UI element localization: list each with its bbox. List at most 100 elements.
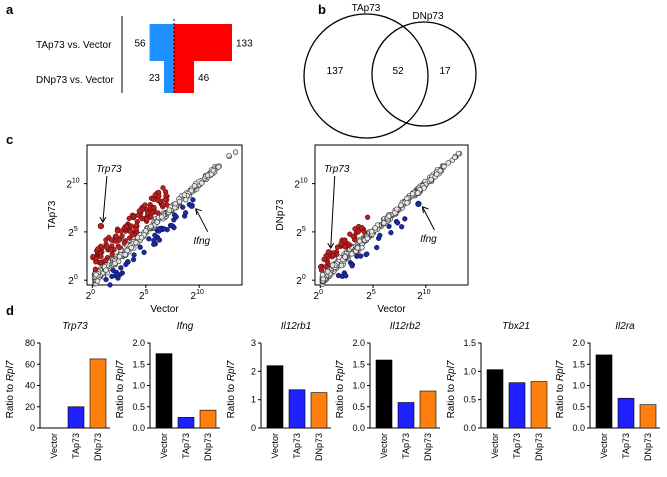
data-point-red [119,233,125,239]
data-point-blue [402,216,408,222]
y-tick-label: 2.0 [352,338,365,348]
venn-value-tap73-only: 137 [327,66,344,77]
data-point-blue [386,223,392,230]
y-axis-label: Ratio to Rpl7 [226,360,237,418]
x-tick-label: DNp73 [93,433,103,461]
y-tick-label: 1.0 [352,381,365,391]
trp73-point [97,223,104,230]
venn-label-tap73: TAp73 [352,3,381,14]
y-tick-label: 1.5 [132,359,145,369]
value-label-down-tap73: 56 [134,39,146,50]
bar-chart-il2ra: Il2ra 0.0 0.5 1.0 1.5 2.0 Vector TAp73 DNp73 Rati… [555,321,660,461]
data-point-blue [115,275,121,281]
bar-dnp73 [310,392,328,429]
data-point-grey [445,160,451,166]
data-point-grey [199,180,205,186]
data-point-grey [338,262,345,269]
bar-chart-ifng: Ifng 0.0 0.5 1.0 1.5 2.0 Vector TAp73 DNp73 Ratio… [115,321,220,461]
y-tick-label: 1.5 [352,359,365,369]
bar-tap73 [617,397,635,429]
y-tick-label: 210 [294,178,307,191]
data-point-red [108,237,115,243]
annotation-ifng: Ifng [420,234,437,245]
annotation-trp73: Trp73 [96,164,122,175]
x-tick-label: 210 [191,289,204,302]
data-point-blue [364,251,370,257]
y-tick-label: 80 [25,338,35,348]
y-tick-label: 0 [251,423,256,433]
bar-dnp73 [89,358,107,429]
data-point-red [144,216,150,222]
data-point-grey [455,150,462,157]
data-point-grey [124,247,130,254]
data-point-grey [404,200,410,206]
x-tick-label: TAp73 [181,433,191,459]
x-tick-label: Vector [159,433,169,459]
x-axis-label: Vector [377,304,406,315]
data-point-grey [210,167,216,174]
data-point-grey [232,149,239,155]
data-point-grey [148,223,154,230]
y-tick-label: 0.0 [463,423,476,433]
chart-title: Trp73 [62,321,88,332]
x-tick-label: TAp73 [621,433,631,459]
data-point-red [102,257,108,264]
x-tick-label: Vector [49,433,59,459]
x-axis-label: Vector [150,304,179,315]
y-tick-label: 20 [68,274,78,287]
y-axis-label: Ratio to Rpl7 [335,360,346,418]
data-point-grey [93,272,99,278]
data-point-grey [392,210,398,216]
x-tick-label: TAp73 [512,433,522,459]
y-tick-label: 0.5 [352,402,365,412]
data-point-blue [394,220,401,226]
data-point-red [160,185,166,191]
data-point-blue [190,197,196,203]
x-tick-label: 25 [139,289,149,302]
data-point-blue [156,237,163,243]
y-tick-label: 0.5 [572,402,585,412]
bar-chart-tbx21: Tbx21 0.0 0.5 1.0 1.5 Vector TAp73 DNp73 Ratio t… [446,321,551,461]
venn-value-dnp73-only: 17 [439,66,451,77]
value-label-down-dnp73: 23 [149,73,161,84]
panel-b-venn-diagram: TAp73 DNp73 137 52 17 [303,3,477,139]
panel-label-c: c [6,132,13,147]
data-point-red [145,210,151,216]
data-point-blue [349,263,355,269]
bar-chart-trp73: Trp73 0 20 40 60 80 Vector TAp73 DNp73 Ratio to R… [5,321,110,461]
data-point-red [114,228,120,234]
data-point-grey [138,234,145,241]
data-point-grey [354,245,361,251]
data-point-red [142,202,148,208]
data-point-blue [180,204,186,210]
panel-label-d: d [6,303,14,318]
data-point-grey [112,260,118,267]
y-tick-label: 25 [296,226,306,239]
data-point-grey [329,262,336,268]
data-point-red [113,233,119,239]
ifng-point [188,202,195,209]
data-point-red [162,196,168,203]
y-tick-label: 1.5 [572,359,585,369]
bar-tap73 [508,382,526,429]
data-point-grey [128,244,134,251]
scatter-plot-dnp73-vs-vector: 20 20 25 25 210 210 Vector DNp73 Trp73 Ifng [275,144,469,315]
data-point-red [104,244,110,250]
x-tick-label: 20 [314,289,324,302]
y-tick-label: 210 [66,178,79,191]
y-tick-label: 3 [251,338,256,348]
data-point-red [150,210,156,216]
data-point-red [342,238,348,244]
data-point-grey [176,198,183,205]
x-tick-label: TAp73 [401,433,411,459]
chart-title: Tbx21 [502,321,530,332]
data-point-red [330,252,336,259]
row-label-tap73: TAp73 vs. Vector [36,40,112,51]
data-point-blue [146,236,152,242]
panel-a-diverging-bar-chart: TAp73 vs. Vector DNp73 vs. Vector 56 133… [36,16,253,93]
bar-up-dnp73 [174,61,195,93]
annotation-arrowhead-ifng [195,208,202,215]
x-tick-label: DNp73 [423,433,433,461]
data-point-blue [399,224,405,230]
trp73-point [325,249,332,256]
